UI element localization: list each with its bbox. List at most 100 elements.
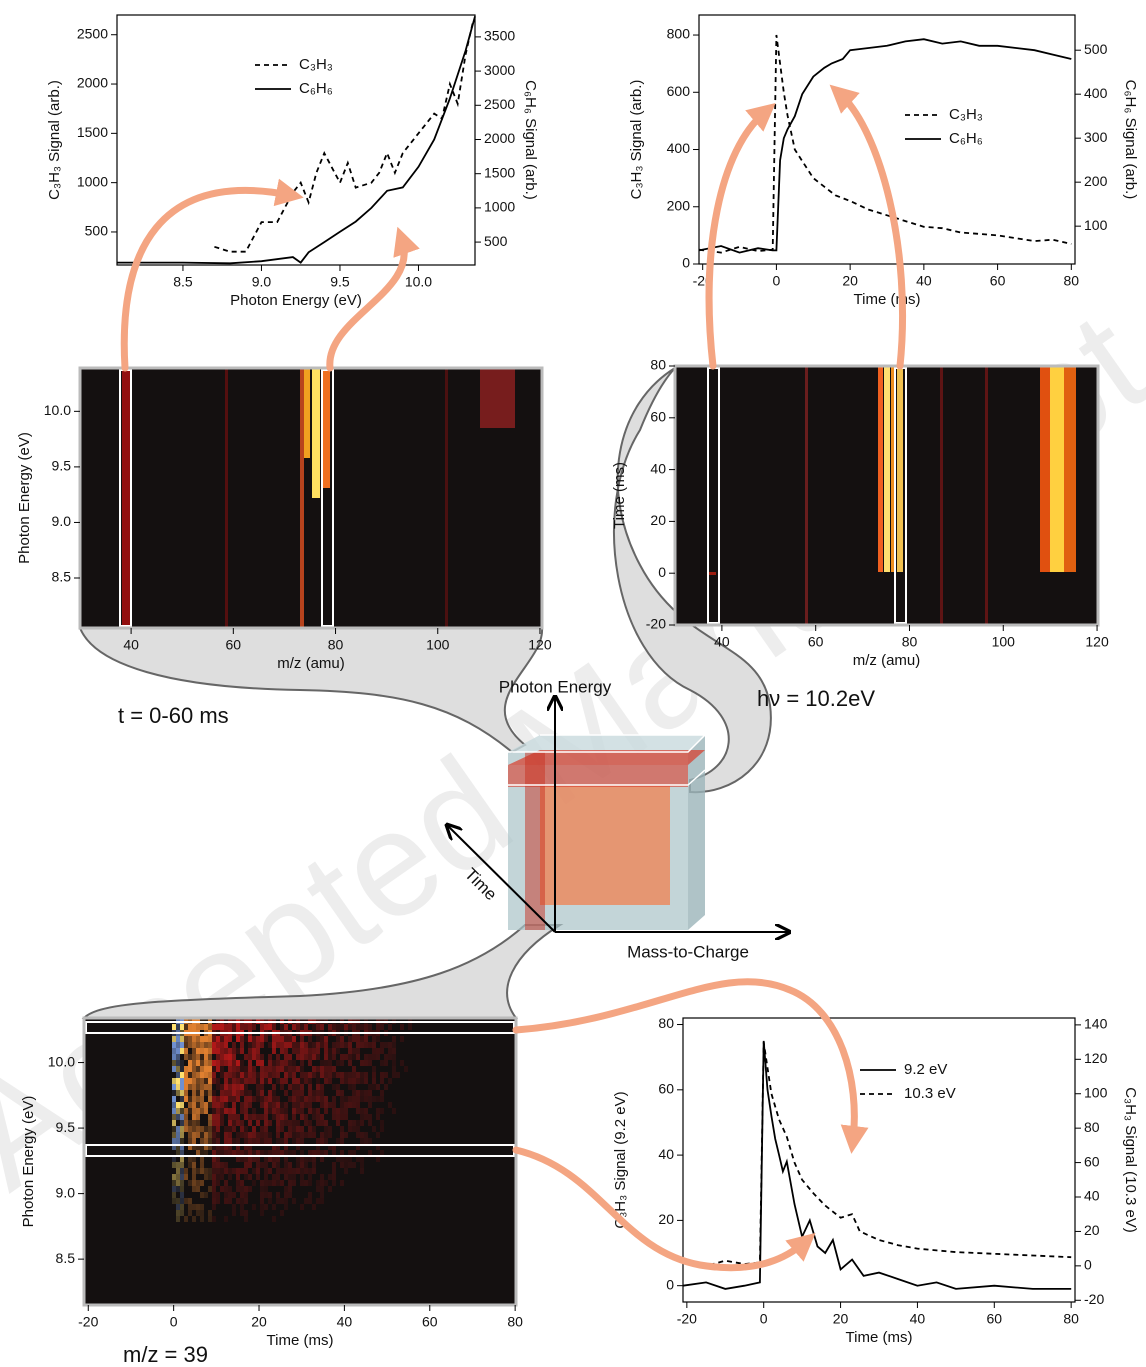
- heatmap-cell: [364, 1114, 368, 1120]
- heatmap-cell: [192, 1096, 196, 1102]
- heatmap-cell: [312, 1132, 316, 1138]
- x-axis-label: m/z (amu): [853, 652, 921, 669]
- heatmap-cell: [216, 1198, 220, 1204]
- heatmap-cell: [212, 1126, 216, 1132]
- heatmap-cell: [232, 1168, 236, 1174]
- heatmap-cell: [308, 1054, 312, 1060]
- heatmap-cell: [256, 1054, 260, 1060]
- heatmap-cell: [324, 1102, 328, 1108]
- y-tick-label: 20: [650, 512, 666, 528]
- heatmap-cell: [284, 1156, 288, 1162]
- y-tick-label: 1500: [77, 124, 108, 140]
- heatmap-cell: [212, 1108, 216, 1114]
- heatmap-cell: [324, 1066, 328, 1072]
- heatmap-cell: [204, 1060, 208, 1066]
- heatmap-cell: [340, 1132, 344, 1138]
- heatmap-cell: [172, 1090, 176, 1096]
- heatmap-cell: [184, 1108, 188, 1114]
- heatmap-cell: [312, 1204, 316, 1210]
- heatmap-cell: [268, 1090, 272, 1096]
- heatmap-cell: [324, 1120, 328, 1126]
- heatmap-cell: [376, 1144, 380, 1150]
- heatmap-cell: [188, 1120, 192, 1126]
- heatmap-cell: [176, 1210, 180, 1216]
- heatmap-cell: [236, 1114, 240, 1120]
- heatmap-cell: [244, 1108, 248, 1114]
- heatmap-cell: [380, 1090, 384, 1096]
- heatmap-cell: [200, 1180, 204, 1186]
- heatmap-cell: [228, 1132, 232, 1138]
- heatmap-cell: [384, 1084, 388, 1090]
- x-tick-label: 0: [760, 1311, 768, 1327]
- heatmap-cell: [232, 1048, 236, 1054]
- heatmap-cell: [320, 1180, 324, 1186]
- heatmap-cell: [256, 1096, 260, 1102]
- heatmap-cell: [312, 1072, 316, 1078]
- heatmap-cell: [240, 1042, 244, 1048]
- heatmap-cell: [340, 1180, 344, 1186]
- heatmap-cell: [296, 1108, 300, 1114]
- heatmap-cell: [240, 1024, 244, 1030]
- heatmap-cell: [224, 1144, 228, 1150]
- heatmap-cell: [352, 1090, 356, 1096]
- heatmap-cell: [196, 1210, 200, 1216]
- cube-axis: [448, 826, 556, 933]
- heatmap-cell: [192, 1090, 196, 1096]
- heatmap-cell: [228, 1036, 232, 1042]
- heatmap-cell: [180, 1108, 184, 1114]
- heatmap-cell: [256, 1036, 260, 1042]
- heatmap-cell: [340, 1060, 344, 1066]
- heatmap-cell: [332, 1066, 336, 1072]
- heatmap-cell: [212, 1138, 216, 1144]
- heatmap-stripe: [322, 368, 330, 488]
- heatmap-cell: [300, 1204, 304, 1210]
- heatmap-cell: [220, 1024, 224, 1030]
- heatmap-cell: [308, 1168, 312, 1174]
- heatmap-stripe: [300, 368, 304, 628]
- heatmap-cell: [248, 1042, 252, 1048]
- heatmap-cell: [204, 1150, 208, 1156]
- x-tick-label: 0: [773, 273, 781, 289]
- heatmap-cell: [332, 1150, 336, 1156]
- heatmap-cell: [216, 1102, 220, 1108]
- heatmap-cell: [292, 1180, 296, 1186]
- heatmap-cell: [184, 1114, 188, 1120]
- heatmap-cell: [176, 1060, 180, 1066]
- heatmap-cell: [236, 1150, 240, 1156]
- heatmap-cell: [336, 1060, 340, 1066]
- heatmap-cell: [320, 1138, 324, 1144]
- heatmap-cell: [352, 1126, 356, 1132]
- heatmap-cell: [356, 1036, 360, 1042]
- heatmap-cell: [248, 1144, 252, 1150]
- heatmap-cell: [360, 1024, 364, 1030]
- heatmap-cell: [200, 1090, 204, 1096]
- heatmap-cell: [200, 1066, 204, 1072]
- slice-band: [78, 627, 544, 754]
- heatmap-cell: [244, 1156, 248, 1162]
- heatmap-cell: [284, 1198, 288, 1204]
- heatmap-cell: [320, 1084, 324, 1090]
- heatmap-cell: [272, 1084, 276, 1090]
- heatmap-cell: [188, 1162, 192, 1168]
- heatmap-cell: [244, 1066, 248, 1072]
- heatmap-cell: [220, 1060, 224, 1066]
- heatmap-cell: [252, 1066, 256, 1072]
- heatmap-cell: [236, 1174, 240, 1180]
- heatmap-cell: [200, 1168, 204, 1174]
- heatmap-cell: [272, 1216, 276, 1222]
- y2-tick-label: 1500: [484, 164, 515, 180]
- heatmap-cell: [372, 1042, 376, 1048]
- heatmap-cell: [268, 1096, 272, 1102]
- heatmap-cell: [180, 1210, 184, 1216]
- heatmap-cell: [204, 1126, 208, 1132]
- heatmap-cell: [292, 1072, 296, 1078]
- legend-label: C₃H₃: [949, 106, 983, 123]
- heatmap-cell: [352, 1054, 356, 1060]
- heatmap-cell: [368, 1054, 372, 1060]
- x-tick-label: 20: [842, 273, 858, 289]
- y-axis-label: C₃H₃ Signal (arb.): [628, 80, 645, 200]
- heatmap-cell: [364, 1060, 368, 1066]
- heatmap-cell: [384, 1042, 388, 1048]
- legend-label: 10.3 eV: [904, 1085, 956, 1102]
- heatmap-cell: [276, 1060, 280, 1066]
